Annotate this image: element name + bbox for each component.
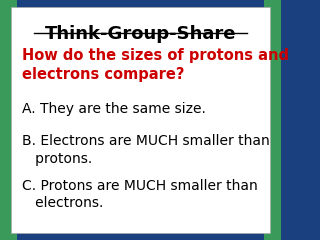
Text: B. Electrons are MUCH smaller than
   protons.: B. Electrons are MUCH smaller than proto…: [22, 134, 270, 166]
FancyBboxPatch shape: [11, 7, 270, 233]
Text: A. They are the same size.: A. They are the same size.: [22, 102, 206, 116]
FancyBboxPatch shape: [0, 0, 281, 240]
Text: How do the sizes of protons and
electrons compare?: How do the sizes of protons and electron…: [22, 48, 290, 82]
FancyBboxPatch shape: [0, 0, 17, 240]
FancyBboxPatch shape: [264, 0, 281, 240]
Text: C. Protons are MUCH smaller than
   electrons.: C. Protons are MUCH smaller than electro…: [22, 179, 258, 210]
Text: Think-Group-Share: Think-Group-Share: [45, 25, 236, 43]
